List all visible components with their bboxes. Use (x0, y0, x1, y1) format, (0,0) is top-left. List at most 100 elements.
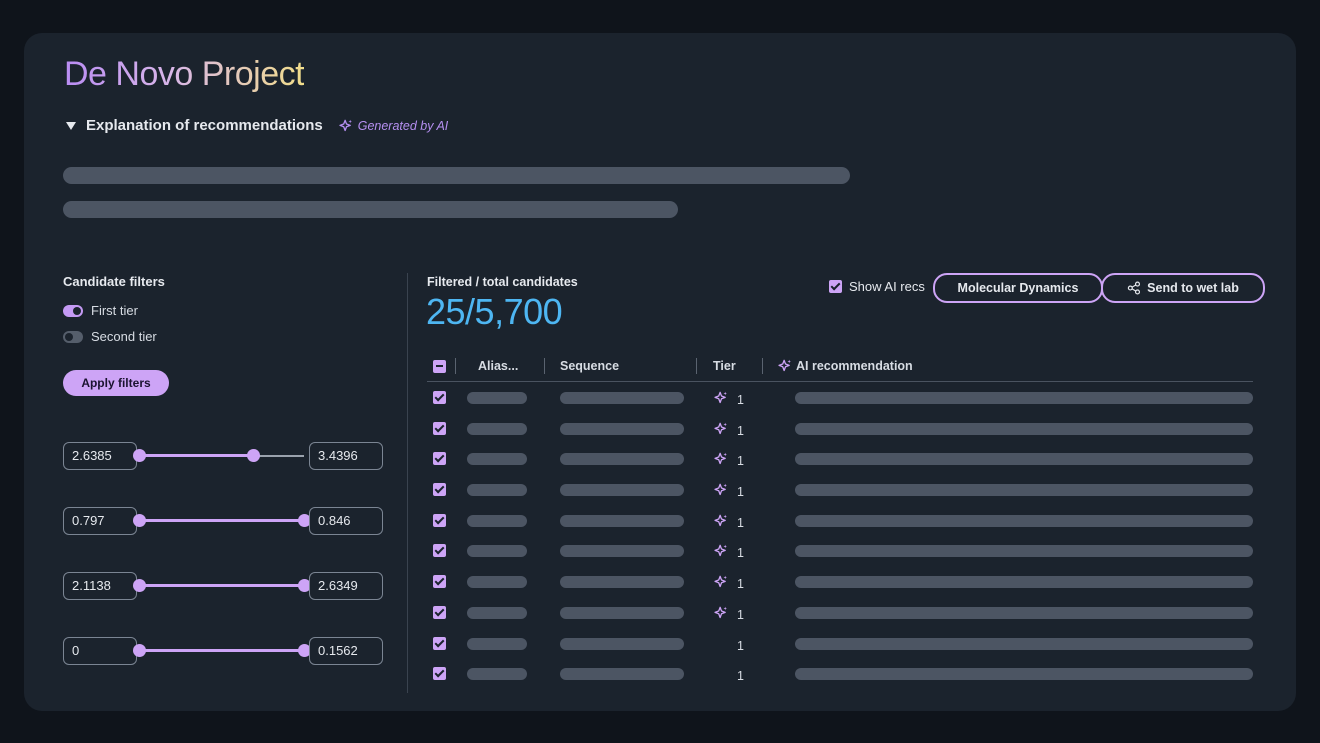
table-row[interactable]: 1 (427, 505, 1253, 536)
toggle-switch[interactable] (63, 304, 83, 317)
tier-cell: 1 (714, 606, 744, 622)
ai-recommendation-placeholder (795, 545, 1253, 558)
sequence-placeholder (560, 576, 684, 589)
explanation-text-line-1 (63, 167, 850, 184)
molecular-dynamics-button[interactable]: Molecular Dynamics (933, 273, 1103, 303)
table-row[interactable]: 1 (427, 658, 1253, 689)
alias-placeholder (467, 514, 527, 527)
checkbox-icon[interactable] (829, 280, 842, 293)
tier-value: 1 (737, 485, 744, 500)
range-min-input[interactable]: 2.1138 (63, 572, 137, 600)
row-checkbox[interactable] (433, 636, 446, 650)
toggle-first-tier[interactable]: First tier (63, 303, 138, 318)
show-ai-recs-checkbox[interactable]: Show AI recs (829, 279, 925, 294)
range-slider[interactable]: 2.6385 3.4396 (63, 442, 383, 470)
tier-cell: 1 (714, 575, 744, 591)
generated-by-ai-badge: Generated by AI (339, 119, 448, 133)
range-slider[interactable]: 2.1138 2.6349 (63, 572, 383, 600)
alias-placeholder (467, 422, 527, 435)
range-thumb-low[interactable] (133, 514, 146, 527)
row-checkbox[interactable] (433, 483, 446, 497)
send-to-wet-lab-label: Send to wet lab (1147, 281, 1239, 295)
range-min-input[interactable]: 2.6385 (63, 442, 137, 470)
column-sequence[interactable]: Sequence (560, 359, 620, 373)
tier-value: 1 (737, 454, 744, 469)
ai-recommendation-placeholder (795, 637, 1253, 650)
sparkle-icon (778, 359, 791, 372)
sequence-placeholder (560, 453, 684, 466)
alias-placeholder (467, 576, 527, 589)
range-thumb-high[interactable] (298, 644, 311, 657)
range-min-input[interactable]: 0.797 (63, 507, 137, 535)
sequence-placeholder (560, 668, 684, 681)
sparkle-icon (714, 575, 727, 588)
sequence-placeholder (560, 606, 684, 619)
row-checkbox[interactable] (433, 391, 446, 404)
tier-value: 1 (737, 669, 744, 684)
range-max-input[interactable]: 0.846 (309, 507, 383, 535)
range-slider[interactable]: 0 0.1562 (63, 637, 383, 665)
tier-value: 1 (737, 393, 744, 407)
range-fill (139, 519, 304, 522)
share-icon (1127, 281, 1141, 295)
column-alias[interactable]: Alias... (478, 359, 519, 373)
column-ai-recommendation[interactable]: AI recommendation (778, 359, 913, 373)
range-max-input[interactable]: 3.4396 (309, 442, 383, 470)
tier-value: 1 (737, 577, 744, 592)
ai-recommendation-placeholder (795, 514, 1253, 527)
table-row[interactable]: 1 (427, 597, 1253, 628)
range-thumb-high[interactable] (298, 514, 311, 527)
send-to-wet-lab-button[interactable]: Send to wet lab (1101, 273, 1265, 303)
tier-cell: 1 (714, 637, 744, 653)
candidates-table: Alias... Sequence Tier AI recommendation… (427, 353, 1253, 689)
range-thumb-low[interactable] (133, 644, 146, 657)
table-row[interactable]: 1 (427, 566, 1253, 597)
row-checkbox[interactable] (433, 513, 446, 527)
row-checkbox[interactable] (433, 605, 446, 619)
table-row[interactable]: 1 (427, 443, 1253, 474)
ai-recommendation-placeholder (795, 453, 1253, 466)
tier-cell: 1 (714, 667, 744, 683)
range-slider[interactable]: 0.797 0.846 (63, 507, 383, 535)
sparkle-icon (714, 514, 727, 526)
select-all-checkbox[interactable] (433, 360, 446, 373)
toggle-second-tier[interactable]: Second tier (63, 329, 157, 344)
toggle-switch[interactable] (63, 330, 83, 343)
row-checkbox[interactable] (433, 575, 446, 589)
row-checkbox[interactable] (433, 544, 446, 558)
table-row[interactable]: 1 (427, 474, 1253, 505)
sparkle-icon (714, 483, 727, 496)
sparkle-icon (714, 422, 727, 434)
sequence-placeholder (560, 392, 684, 404)
alias-placeholder (467, 668, 527, 681)
row-checkbox[interactable] (433, 421, 446, 435)
range-max-input[interactable]: 2.6349 (309, 572, 383, 600)
sparkle-icon (714, 606, 727, 618)
tier-value: 1 (737, 638, 744, 653)
toggle-label: Second tier (91, 329, 157, 344)
range-thumb-high[interactable] (298, 579, 311, 592)
candidates-label: Filtered / total candidates (427, 275, 578, 289)
row-checkbox[interactable] (433, 667, 446, 681)
apply-filters-button[interactable]: Apply filters (63, 370, 169, 396)
toggle-label: First tier (91, 303, 138, 318)
range-thumb-low[interactable] (133, 449, 146, 462)
column-tier[interactable]: Tier (713, 359, 736, 373)
range-max-input[interactable]: 0.1562 (309, 637, 383, 665)
table-row[interactable]: 1 (427, 628, 1253, 659)
ai-recommendation-placeholder (795, 484, 1253, 497)
alias-placeholder (467, 453, 527, 466)
table-row[interactable]: 1 (427, 413, 1253, 444)
sparkle-icon (714, 545, 727, 557)
range-min-input[interactable]: 0 (63, 637, 137, 665)
explanation-toggle[interactable]: Explanation of recommendations Generated… (66, 117, 448, 134)
sequence-placeholder (560, 484, 684, 497)
range-thumb-low[interactable] (133, 579, 146, 592)
panel-divider (407, 273, 408, 693)
range-thumb-high[interactable] (246, 449, 260, 462)
tier-value: 1 (737, 607, 744, 622)
ai-recommendation-placeholder (795, 606, 1253, 619)
row-checkbox[interactable] (433, 452, 446, 466)
table-row[interactable]: 1 (427, 535, 1253, 566)
table-row[interactable]: 1 (427, 382, 1253, 413)
